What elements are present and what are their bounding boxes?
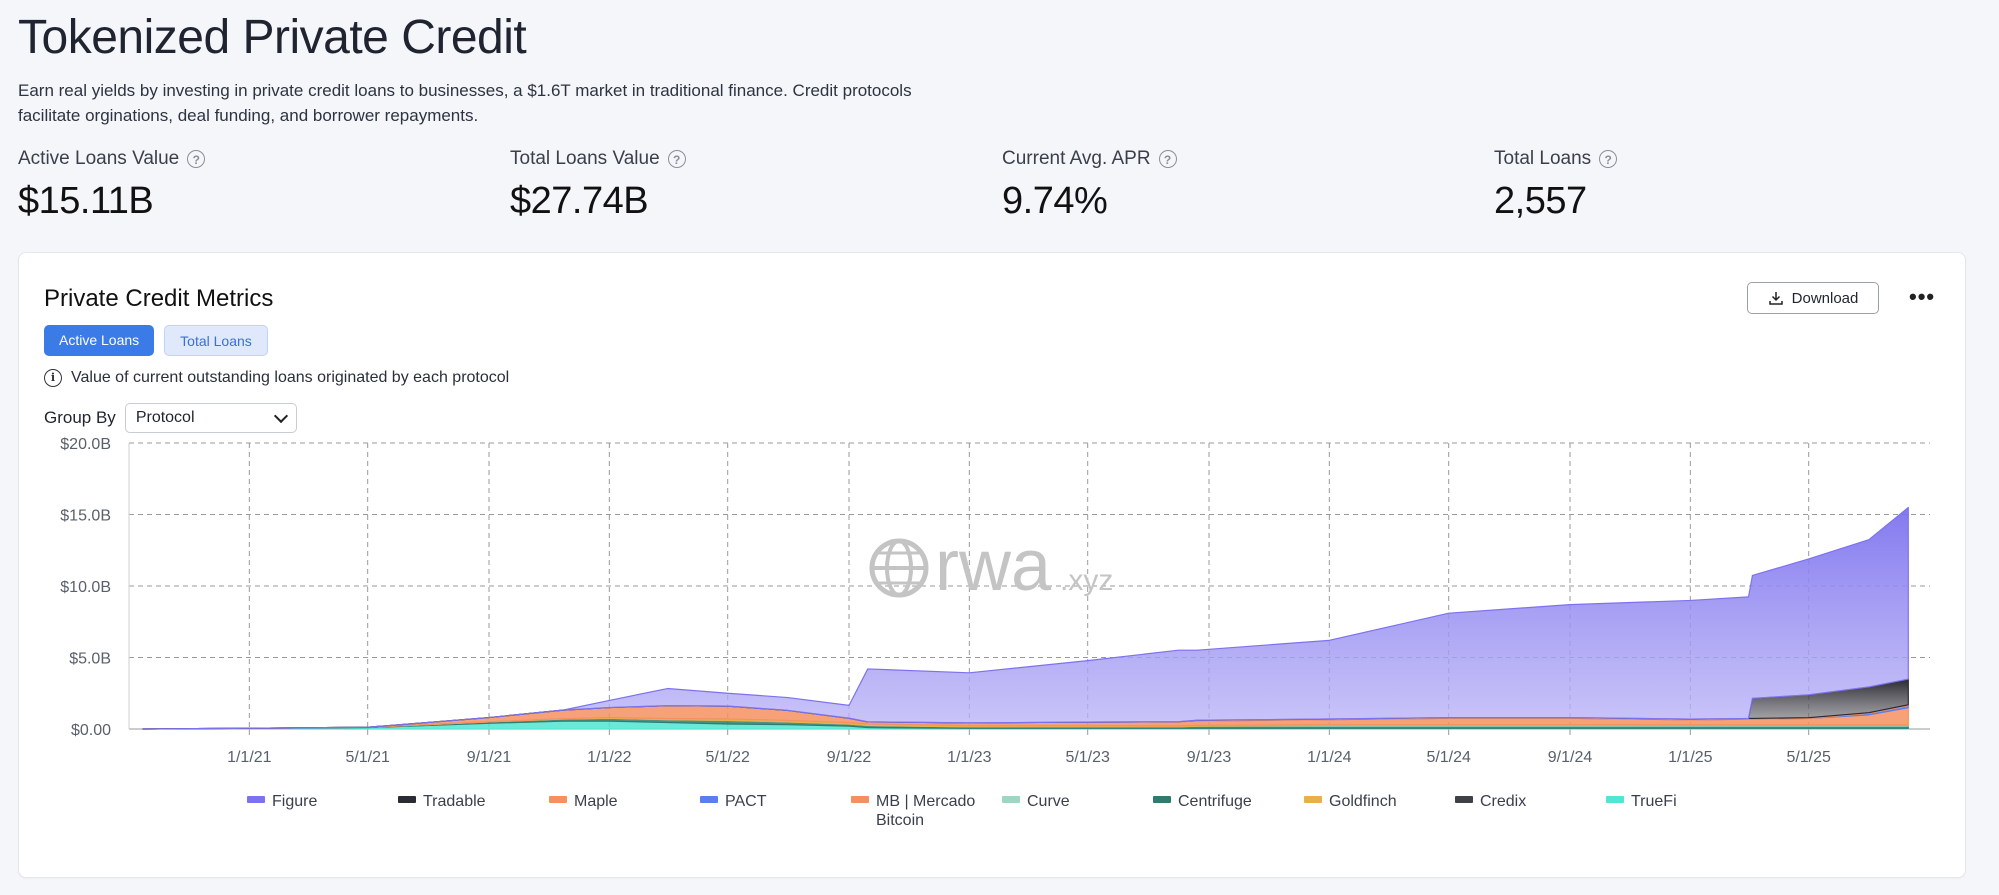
- x-tick-label: 5/1/21: [345, 749, 390, 766]
- info-text: Value of current outstanding loans origi…: [71, 369, 510, 386]
- x-tick-label: 1/1/22: [587, 749, 632, 766]
- legend-swatch: [549, 796, 567, 803]
- legend-label-line: Tradable: [423, 793, 486, 810]
- legend-label-line: TrueFi: [1631, 793, 1677, 810]
- stat-label: Total Loans: [1494, 148, 1592, 169]
- y-tick-label: $20.0B: [60, 436, 111, 453]
- group-by-control: Group By Protocol: [44, 403, 297, 433]
- stat-active-loans-value: Active Loans Value? $15.11B: [18, 148, 206, 223]
- x-tick-label: 9/1/22: [827, 749, 872, 766]
- help-icon[interactable]: ?: [667, 150, 686, 168]
- x-tick-label: 5/1/25: [1786, 749, 1831, 766]
- stat-label: Active Loans Value: [18, 148, 180, 169]
- stat-value: $27.74B: [510, 180, 649, 222]
- series-area-figure: [142, 506, 1909, 730]
- download-button[interactable]: Download: [1747, 282, 1879, 314]
- chart-legend: Figure Tradable Maple PACT MB | Mercado Bitco…: [247, 793, 1677, 829]
- x-tick-label: 9/1/23: [1187, 749, 1232, 766]
- stat-current-avg-apr: Current Avg. APR? 9.74%: [1002, 148, 1177, 223]
- chart-info: i Value of current outstanding loans ori…: [44, 369, 509, 387]
- x-tick-label: 5/1/22: [705, 749, 750, 766]
- x-tick-label: 9/1/21: [467, 749, 512, 766]
- legend-swatch: [700, 796, 718, 803]
- legend-label-line: Figure: [272, 793, 317, 810]
- legend-swatch: [1002, 796, 1020, 803]
- legend-label: Credix: [1480, 793, 1526, 810]
- watermark: rwa .xyz: [869, 526, 1113, 606]
- y-tick-label: $0.00: [71, 722, 111, 739]
- legend-swatch: [398, 796, 416, 803]
- x-tick-label: 1/1/21: [227, 749, 272, 766]
- download-label: Download: [1791, 289, 1859, 307]
- legend-swatch: [1606, 796, 1624, 803]
- y-tick-label: $5.0B: [69, 651, 111, 668]
- legend-label: Curve: [1027, 793, 1070, 810]
- stat-total-loans-value: Total Loans Value? $27.74B: [510, 148, 686, 223]
- legend-swatch: [247, 796, 265, 803]
- page-title: Tokenized Private Credit: [18, 11, 527, 64]
- legend-label-line: Credix: [1480, 793, 1526, 810]
- more-options-button[interactable]: •••: [1909, 284, 1936, 309]
- legend-label-line: PACT: [725, 793, 767, 810]
- info-icon: i: [44, 369, 62, 387]
- tab-total-loans[interactable]: Total Loans: [164, 325, 268, 356]
- stat-label: Total Loans Value: [510, 148, 660, 169]
- watermark-suffix: .xyz: [1060, 564, 1113, 597]
- legend-label-line: Centrifuge: [1178, 793, 1252, 810]
- legend-swatch: [1304, 796, 1322, 803]
- x-tick-label: 1/1/23: [947, 749, 992, 766]
- tab-active-loans[interactable]: Active Loans: [44, 325, 155, 356]
- y-tick-label: $10.0B: [60, 579, 111, 596]
- watermark-text: rwa: [935, 526, 1052, 606]
- legend-label-line: MB | Mercado: [876, 793, 975, 810]
- x-tick-label: 9/1/24: [1548, 749, 1593, 766]
- x-tick-label: 1/1/24: [1307, 749, 1352, 766]
- group-by-label: Group By: [44, 408, 116, 427]
- stat-value: 2,557: [1494, 180, 1587, 222]
- legend-swatch: [1153, 796, 1171, 803]
- x-tick-label: 5/1/23: [1065, 749, 1110, 766]
- group-by-select[interactable]: Protocol: [124, 403, 297, 433]
- legend-swatch: [851, 796, 869, 803]
- stat-label: Current Avg. APR: [1002, 148, 1151, 169]
- download-icon: [1768, 292, 1783, 305]
- stat-total-loans: Total Loans? 2,557: [1494, 148, 1618, 223]
- globe-icon: [869, 538, 929, 598]
- help-icon[interactable]: ?: [1158, 150, 1177, 168]
- card-title: Private Credit Metrics: [44, 285, 274, 312]
- legend-label: MB | Mercado Bitcoin: [876, 793, 975, 829]
- help-icon[interactable]: ?: [187, 150, 206, 168]
- y-tick-label: $15.0B: [60, 508, 111, 525]
- legend-label-line: Maple: [574, 793, 618, 810]
- legend-label: Centrifuge: [1178, 793, 1252, 810]
- legend-label: Figure: [272, 793, 317, 810]
- legend-label-line: Bitcoin: [876, 812, 924, 829]
- stat-value: 9.74%: [1002, 180, 1108, 222]
- stat-value: $15.11B: [18, 180, 154, 222]
- chart-axes: $20.0B $15.0B $10.0B $5.0B $0.00 1/1/21 5/1/21…: [60, 436, 1831, 766]
- x-tick-label: 5/1/24: [1426, 749, 1471, 766]
- legend-label-line: Curve: [1027, 793, 1070, 810]
- legend-label: Goldfinch: [1329, 793, 1397, 810]
- view-tabs: Active Loans Total Loans: [44, 325, 268, 356]
- legend-label: Tradable: [423, 793, 486, 810]
- chart-areas: [142, 506, 1909, 730]
- x-tick-label: 1/1/25: [1668, 749, 1713, 766]
- legend-swatch: [1455, 796, 1473, 803]
- private-credit-metrics-card: Private Credit Metrics Active Loans Tota…: [18, 252, 1966, 878]
- legend-label: PACT: [725, 793, 767, 810]
- legend-label: TrueFi: [1631, 793, 1677, 810]
- legend-label-line: Goldfinch: [1329, 793, 1397, 810]
- group-by-value: Protocol: [135, 409, 195, 426]
- page-description: Earn real yields by investing in private…: [18, 81, 912, 125]
- legend-label: Maple: [574, 793, 618, 810]
- help-icon[interactable]: ?: [1599, 150, 1618, 168]
